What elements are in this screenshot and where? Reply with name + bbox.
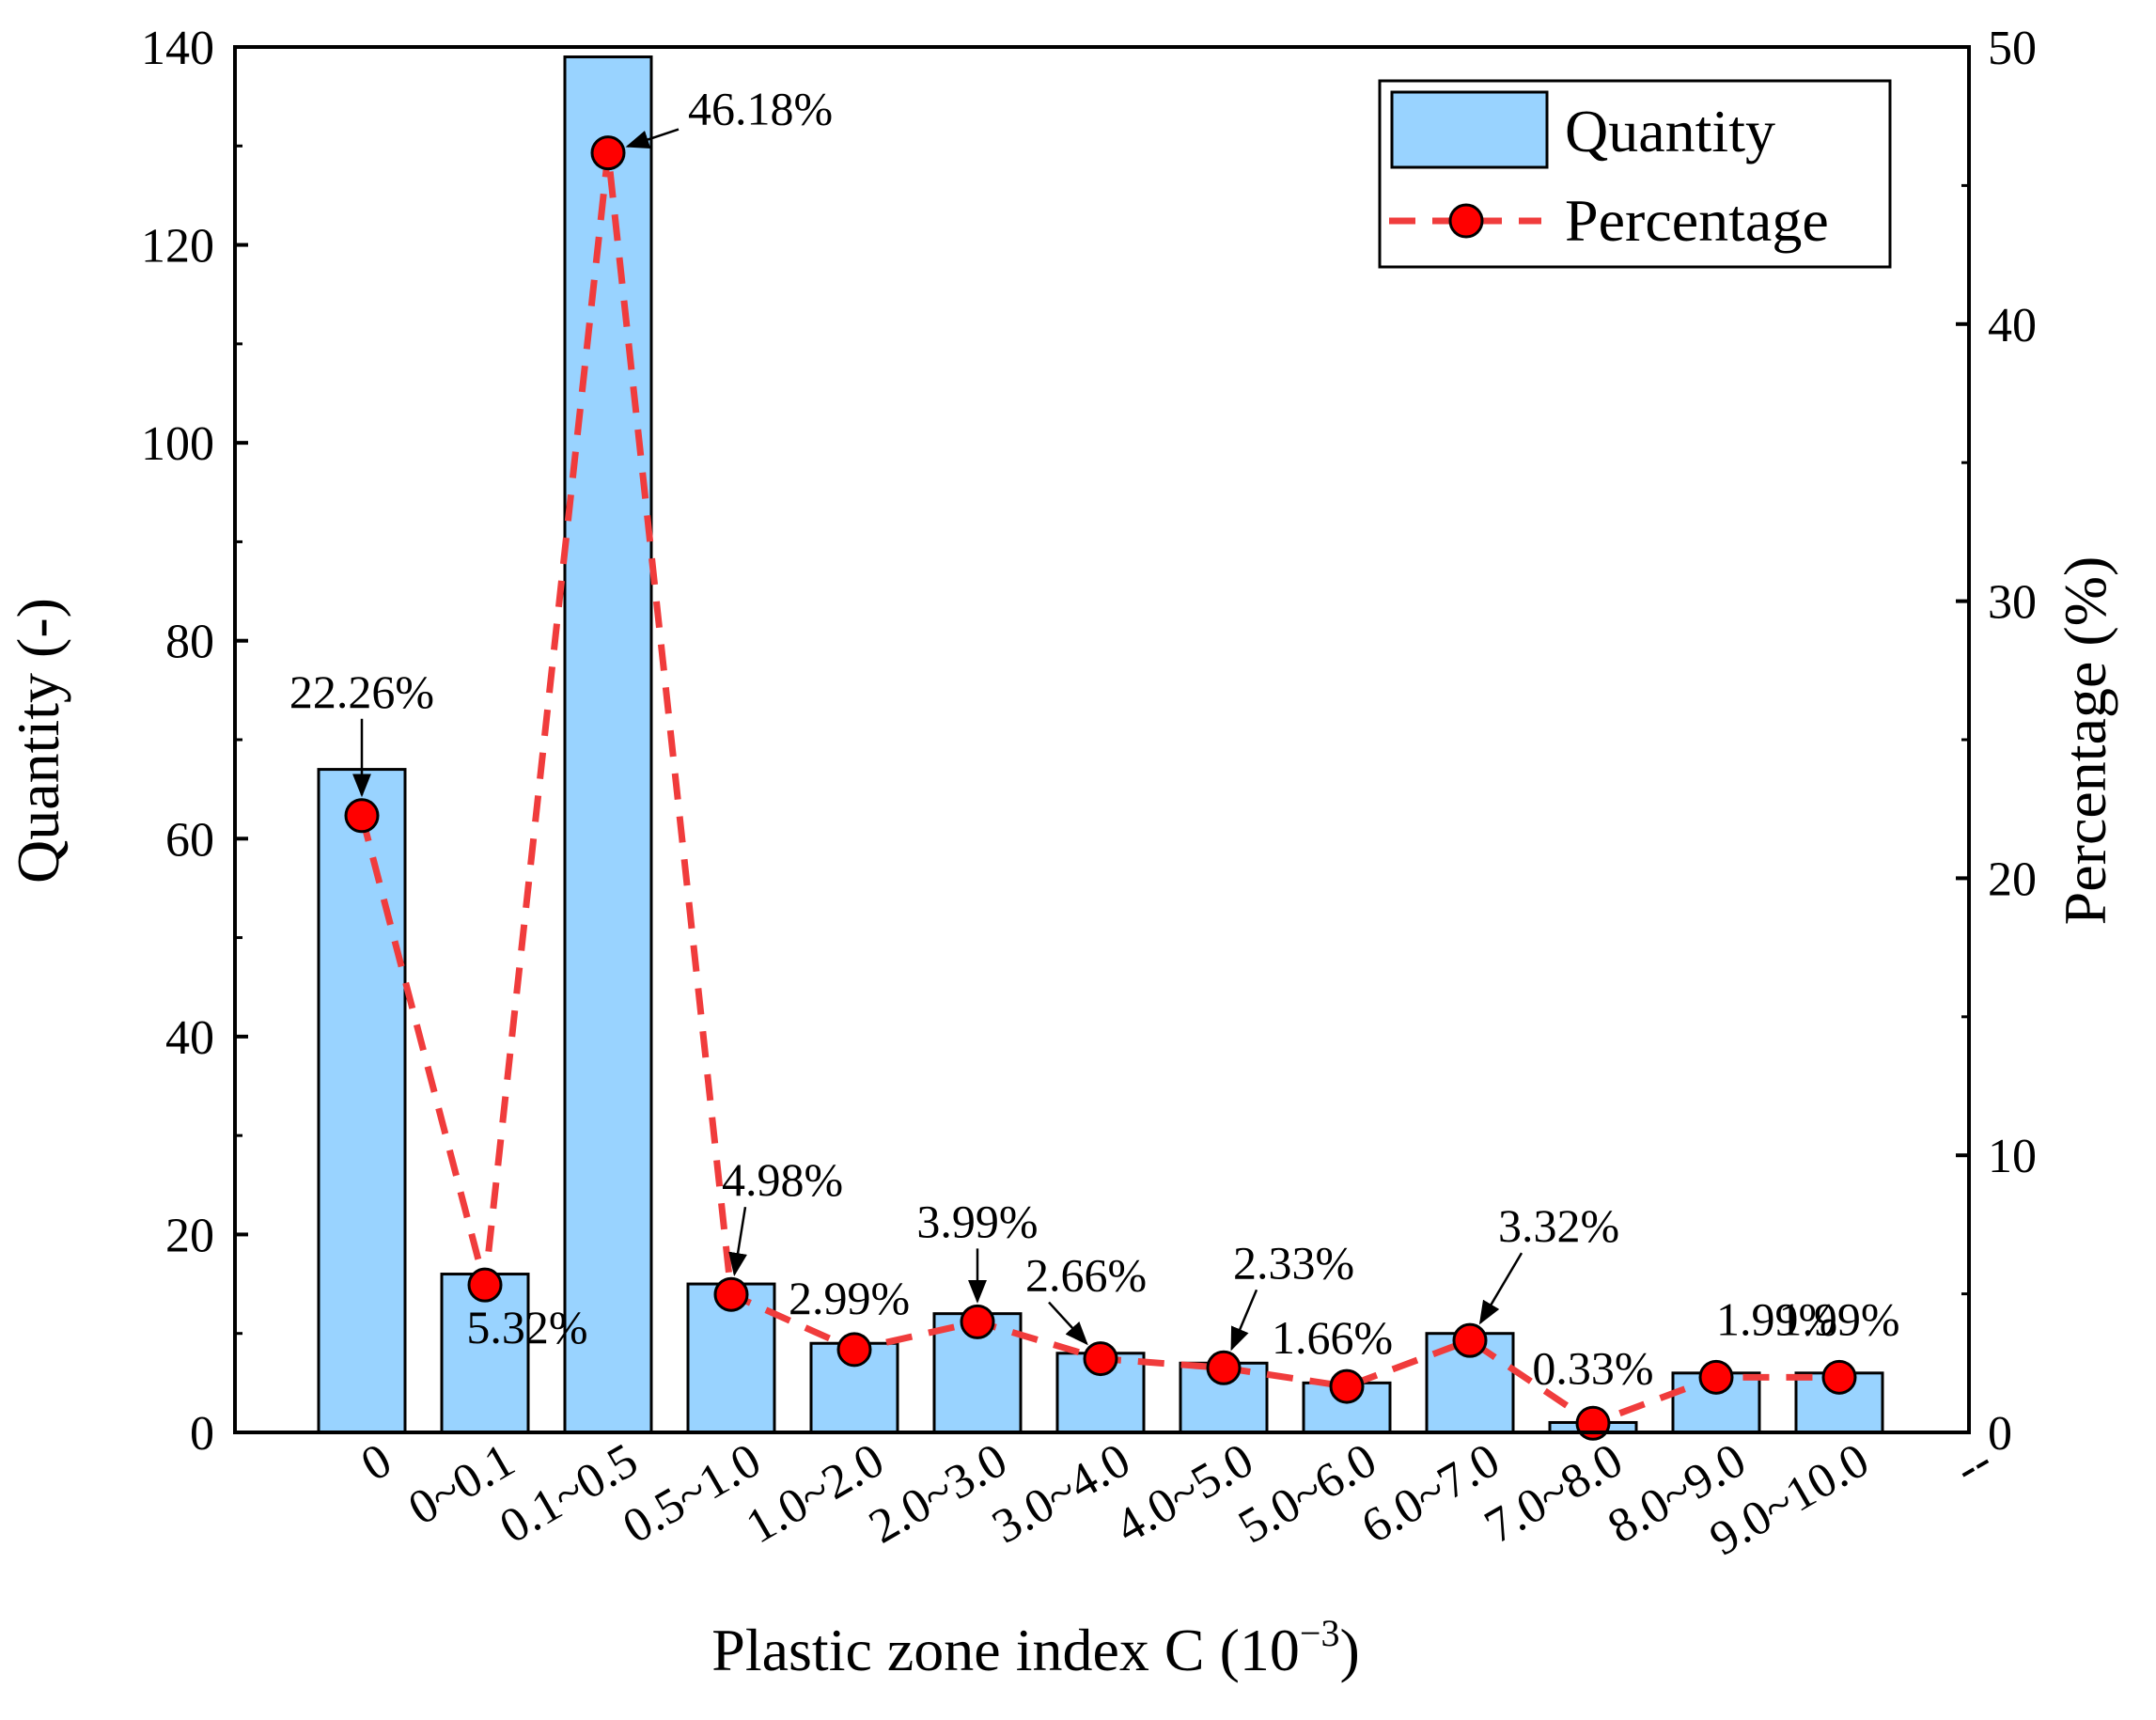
percentage-marker-0-5-1-0 <box>713 1276 749 1312</box>
legend-swatch-quantity <box>1390 90 1549 169</box>
x-tick-label-4-0-5-0: 4.0~5.0 <box>1107 1433 1262 1554</box>
bar-0 <box>317 768 407 1434</box>
percentage-marker-8-0-9-0 <box>1698 1359 1734 1395</box>
x-axis-title: Plastic zone index C (10−3) <box>711 1612 1360 1683</box>
percentage-marker-5-0-6-0 <box>1329 1368 1365 1404</box>
data-label-2-0-3-0: 3.99% <box>916 1195 1038 1247</box>
label-arrow-0-1-0-5 <box>625 128 680 149</box>
y2-tick-label-0: 0 <box>1988 1407 2012 1461</box>
legend-swatch-percentage-marker <box>1448 203 1484 239</box>
percentage-marker-9-0-10-0 <box>1821 1359 1857 1395</box>
data-label-0-1-0-5: 46.18% <box>688 83 833 135</box>
y2-tick-label-30: 30 <box>1988 576 2037 630</box>
percentage-marker-2-0-3-0 <box>960 1304 995 1339</box>
y-tick-label-0: 0 <box>190 1407 214 1461</box>
y-tick-label-40: 40 <box>165 1011 214 1065</box>
label-arrow-0-5-1-0 <box>728 1206 747 1276</box>
data-label-7-0-8-0: 0.33% <box>1532 1341 1653 1394</box>
percentage-marker-4-0-5-0 <box>1206 1350 1242 1385</box>
data-label-9-0-10-0: 1.99% <box>1778 1292 1899 1345</box>
x-axis-title-text: Plastic zone index C (10 <box>711 1617 1300 1683</box>
label-arrow-3-0-4-0 <box>1048 1301 1088 1346</box>
data-label-0-5-1-0: 4.98% <box>722 1153 843 1206</box>
y2-axis-title: Percentage (%) <box>2052 556 2118 926</box>
percentage-marker-6-0-7-0 <box>1452 1322 1488 1358</box>
x-tick-label-6-0-7-0: 6.0~7.0 <box>1353 1433 1508 1554</box>
bar-0-5-1-0 <box>686 1282 776 1434</box>
data-label-8-0-9-0: 1.99% <box>1716 1292 1837 1345</box>
y-tick-label-60: 60 <box>165 813 214 867</box>
y2-tick-label-50: 50 <box>1988 22 2037 75</box>
y2-tick-label-10: 10 <box>1988 1130 2037 1183</box>
x-tick-label-3-0-4-0: 3.0~4.0 <box>984 1433 1139 1554</box>
legend: Quantity Percentage <box>1378 79 1892 269</box>
x-axis-title-exponent: −3 <box>1300 1612 1340 1654</box>
percentage-marker-0 <box>344 798 380 834</box>
data-label-4-0-5-0: 2.33% <box>1233 1236 1354 1289</box>
x-tick-label-0-1-0-5: 0.1~0.5 <box>492 1433 647 1554</box>
x-tick-label-7-0-8-0: 7.0~8.0 <box>1476 1433 1632 1554</box>
y-tick-label-20: 20 <box>165 1209 214 1262</box>
percentage-marker-0-1-0-5 <box>590 135 626 171</box>
y-tick-label-140: 140 <box>141 22 214 75</box>
x-tick-label-1-0-2-0: 1.0~2.0 <box>738 1433 893 1554</box>
data-label-0: 22.26% <box>289 665 434 718</box>
data-label-6-0-7-0: 3.32% <box>1498 1199 1619 1252</box>
x-tick-label-0: 0 <box>352 1433 400 1492</box>
y-tick-label-120: 120 <box>141 220 214 274</box>
data-label-5-0-6-0: 1.66% <box>1272 1311 1393 1364</box>
data-label-1-0-2-0: 2.99% <box>789 1272 910 1324</box>
percentage-labels: 22.26% 5.32% 46.18% 4.98% 2.99%3.99%2.66% 2.3… <box>289 83 1900 1395</box>
label-arrow-4-0-5-0 <box>1230 1289 1258 1352</box>
y2-tick-label-40: 40 <box>1988 299 2037 352</box>
percentage-marker-1-0-2-0 <box>836 1332 872 1368</box>
legend-label-percentage: Percentage <box>1565 187 1829 254</box>
y-tick-label-100: 100 <box>141 417 214 471</box>
percentage-marker-3-0-4-0 <box>1083 1341 1118 1377</box>
label-arrow-6-0-7-0 <box>1478 1252 1523 1325</box>
x-tick-label-5-0-6-0: 5.0~6.0 <box>1230 1433 1385 1554</box>
data-label-3-0-4-0: 2.66% <box>1025 1249 1147 1302</box>
y-tick-label-80: 80 <box>165 616 214 669</box>
x-axis-title-close: ) <box>1339 1617 1359 1683</box>
legend-label-quantity: Quantity <box>1565 98 1775 164</box>
x-tick-label-2-0-3-0: 2.0~3.0 <box>861 1433 1016 1554</box>
line-series-percentage <box>344 135 1857 1441</box>
x-tick-label-0-5-1-0: 0.5~1.0 <box>615 1433 770 1554</box>
y-axis-title: Quantity (-) <box>5 598 71 883</box>
y2-tick-label-20: 20 <box>1988 852 2037 906</box>
percentage-marker-0-0-1 <box>467 1267 503 1303</box>
bar-0-1-0-5 <box>563 55 653 1434</box>
data-label-0-0-1: 5.32% <box>466 1301 587 1353</box>
